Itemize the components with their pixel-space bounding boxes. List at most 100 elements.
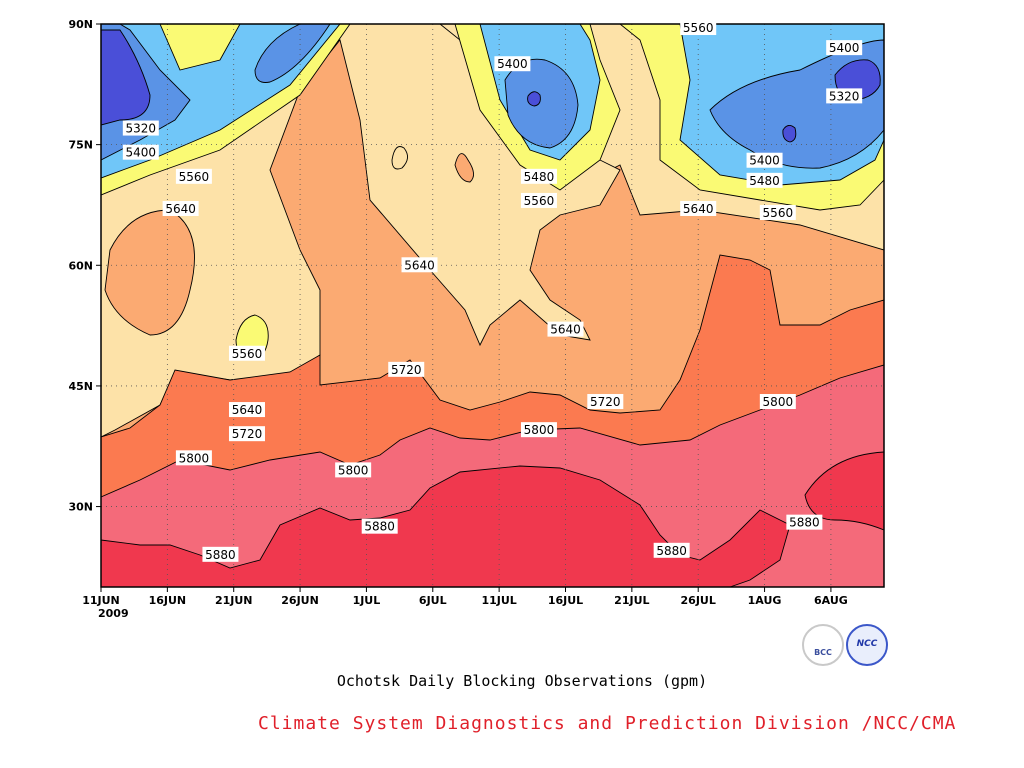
axes: 11JUN 16JUN 21JUN 26JUN 1JUL 6JUL 11JUL 16JUL 21… [68, 18, 847, 620]
contour-label: 5800 [175, 450, 212, 466]
contour-label: 5560 [759, 205, 796, 221]
band-5640-5720-blob [104, 209, 195, 336]
x-tick-label: 26JUL [681, 594, 716, 607]
contour-label-bg [335, 462, 372, 478]
contour-label: 5400 [494, 56, 531, 72]
contour-label-bg [175, 168, 212, 184]
contour-label: 5400 [122, 144, 159, 160]
contour-label: 5560 [175, 168, 212, 184]
credit-text: Climate System Diagnostics and Predictio… [258, 713, 957, 734]
contour-label-text: 5640 [550, 323, 581, 337]
band-lt-5320-nw [101, 29, 151, 126]
contour-label: 5560 [228, 345, 265, 361]
contour-label-bg [202, 546, 239, 562]
contour-label-text: 5640 [232, 403, 263, 417]
contour-label-text: 5720 [391, 363, 422, 377]
contour-label: 5400 [746, 152, 783, 168]
contour-label: 5880 [361, 518, 398, 534]
contour-label-text: 5880 [656, 544, 687, 558]
contour-label-text: 5560 [232, 347, 263, 361]
contour-label-text: 5480 [524, 170, 555, 184]
y-tick-label: 90N [68, 18, 93, 31]
contour-label-bg [122, 144, 159, 160]
contour-label: 5800 [520, 422, 557, 438]
contour-label-bg [520, 192, 557, 208]
band-5320-5400-nnw [254, 24, 331, 83]
contour-label: 5720 [388, 361, 425, 377]
contour-label-bg [228, 345, 265, 361]
contour-label-bg [746, 172, 783, 188]
x-tick-label: 11JUL [481, 594, 516, 607]
x-year-label: 2009 [98, 607, 129, 620]
contour-label-bg [547, 321, 584, 337]
x-tick-label: 16JUL [548, 594, 583, 607]
contour-label-text: 5720 [590, 395, 621, 409]
band-5320-5400-mid [504, 58, 579, 149]
contour-label-text: 5560 [683, 21, 714, 35]
ncc-logo-text: NCC [856, 639, 878, 649]
contour-label: 5800 [335, 462, 372, 478]
contour-label-text: 5400 [126, 146, 157, 160]
contour-label: 5880 [786, 514, 823, 530]
x-tick-label: 11JUN [82, 594, 120, 607]
contour-label: 5720 [228, 426, 265, 442]
contour-label-text: 5640 [683, 202, 714, 216]
contour-label-text: 5560 [524, 194, 555, 208]
contour-label: 5640 [401, 257, 438, 273]
bcc-logo-text: BCC [814, 648, 832, 657]
contour-label: 5480 [746, 172, 783, 188]
contour-fills [101, 24, 884, 587]
y-tick-label: 45N [68, 380, 93, 393]
chart-title: Ochotsk Daily Blocking Observations (gpm… [336, 672, 708, 690]
contour-label-text: 5400 [749, 154, 780, 168]
y-tick-label: 60N [68, 259, 93, 272]
contour-label-bg [587, 394, 624, 410]
contour-label-text: 5880 [364, 520, 395, 534]
contour-label-text: 5320 [829, 89, 860, 103]
contour-label-bg [653, 542, 690, 558]
contour-label-bg [494, 56, 531, 72]
contour-label-bg [826, 40, 863, 56]
contour-label-bg [162, 200, 199, 216]
band-gt-5880 [101, 465, 791, 587]
contour-label: 5320 [122, 120, 159, 136]
contour-label-bg [401, 257, 438, 273]
contour-label-bg [746, 152, 783, 168]
contour-labels: 5320 5400 5560 5640 5560 5640 5720 5800 5880 5800… [122, 20, 863, 562]
contour-label: 5640 [162, 200, 199, 216]
contour-label-text: 5480 [749, 174, 780, 188]
contour-label-text: 5400 [829, 41, 860, 55]
contour-label-bg [228, 426, 265, 442]
contour-label-text: 5560 [763, 206, 794, 220]
x-tick-label: 1JUL [353, 594, 381, 607]
contour-label: 5640 [228, 402, 265, 418]
contour-label: 5720 [587, 394, 624, 410]
plot-frame [100, 23, 885, 588]
contour-label: 5400 [826, 40, 863, 56]
contour-label-bg [680, 20, 717, 36]
x-tick-label: 6AUG [814, 594, 848, 607]
ncc-logo: NCC [846, 624, 888, 666]
contour-label-text: 5880 [789, 516, 820, 530]
gridlines [101, 24, 884, 587]
y-tick-label: 30N [68, 501, 93, 514]
contour-label-bg [228, 402, 265, 418]
contour-label-bg [175, 450, 212, 466]
x-tick-label: 26JUN [281, 594, 319, 607]
x-tick-label: 1AUG [748, 594, 782, 607]
band-lt-5320-ne-b [782, 125, 797, 143]
x-tick-label: 6JUL [419, 594, 447, 607]
contour-label: 5880 [653, 542, 690, 558]
contour-label-text: 5800 [763, 395, 794, 409]
contour-label-text: 5400 [497, 57, 528, 71]
contour-label-bg [520, 422, 557, 438]
contour-label-bg [520, 168, 557, 184]
contour-label-bg [786, 514, 823, 530]
contour-label-bg [759, 205, 796, 221]
band-5640-5720-islet-a [454, 153, 474, 183]
contour-label: 5560 [520, 192, 557, 208]
x-tick-label: 21JUL [614, 594, 649, 607]
contour-label: 5480 [520, 168, 557, 184]
contour-label-bg [759, 394, 796, 410]
